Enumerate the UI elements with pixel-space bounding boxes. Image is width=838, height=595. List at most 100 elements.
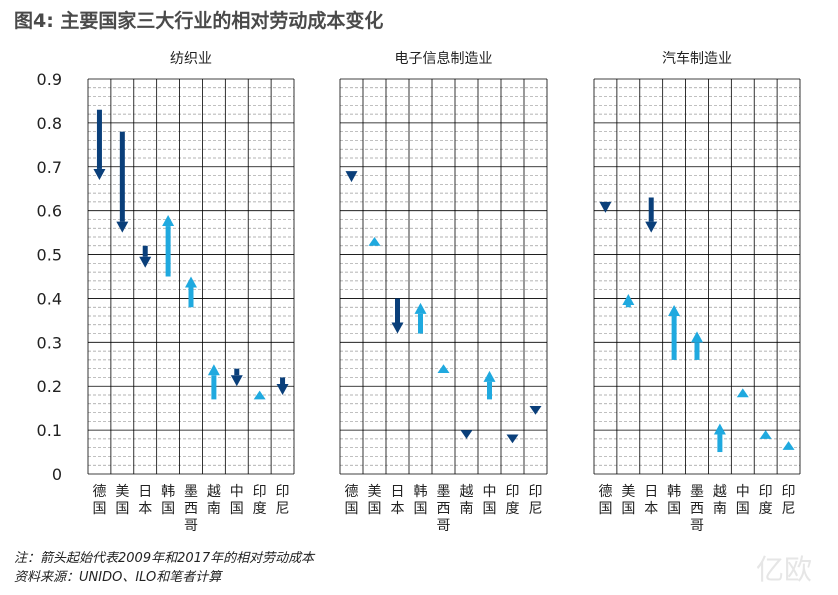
arrow-down-mark [391,322,404,334]
arrow-down-mark [230,375,243,387]
category-label: 印 [782,484,796,500]
category-label: 国 [667,501,681,517]
category-label: 国 [92,501,106,517]
category-label: 尼 [276,501,290,517]
arrow-shaft [142,245,148,257]
category-label: 国 [161,501,175,517]
category-label: 国 [230,501,244,517]
arrow-down-mark [599,201,612,213]
category-label: 印 [759,484,773,500]
category-label: 国 [368,501,382,517]
arrow-down-mark [139,256,152,268]
arrow-down-mark [460,430,473,439]
arrow-down-mark [529,405,542,415]
arrow-up-mark [622,294,635,306]
category-label: 国 [414,501,428,517]
arrow-down-mark [345,171,358,183]
arrow-shaft [487,381,492,400]
footnote: 注：箭头起始代表2009年和2017年的相对劳动成本 资料来源：UNIDO、IL… [14,549,314,587]
arrow-up-mark [759,430,772,439]
chart-title: 图4: 主要国家三大行业的相对劳动成本变化 [14,10,384,32]
category-label: 越 [460,484,474,500]
category-label: 美 [368,484,382,500]
category-label: 国 [736,501,750,517]
category-label: 日 [644,484,658,500]
arrow-shaft [717,434,723,453]
arrow-down-mark [506,434,519,444]
panel-title: 汽车制造业 [662,50,732,67]
category-label: 德 [345,484,359,500]
category-label: 本 [391,501,405,517]
panel-title: 电子信息制造业 [395,50,493,67]
y-tick-label: 0 [52,465,62,484]
y-tick-label: 0.5 [37,246,62,265]
category-label: 度 [506,501,520,517]
category-label: 印 [506,484,520,500]
arrow-up-mark [483,370,496,382]
category-label: 国 [483,501,497,517]
watermark: 亿欧 [756,553,813,586]
arrow-up-mark [253,390,266,400]
category-label: 尼 [782,501,796,517]
category-label: 墨 [690,484,704,500]
category-label: 本 [644,501,658,517]
category-label: 西 [690,501,704,517]
arrow-up-mark [736,388,749,398]
category-label: 韩 [667,484,681,500]
category-label: 度 [759,501,773,517]
arrow-shaft [694,342,700,360]
note-line-2: 资料来源：UNIDO、ILO和笔者计算 [14,570,222,585]
y-tick-label: 0.7 [37,158,62,177]
y-tick-label: 0.2 [37,377,62,396]
category-label: 印 [529,484,543,500]
arrow-up-mark [368,237,381,246]
arrow-shaft [648,197,654,222]
arrow-down-mark [276,384,289,395]
category-label: 南 [713,501,727,517]
category-label: 哥 [437,518,451,534]
category-label: 韩 [161,484,175,500]
y-tick-label: 0.3 [37,333,62,352]
arrow-up-mark [782,441,795,450]
arrow-shaft [671,316,677,360]
category-label: 国 [115,501,129,517]
category-label: 德 [92,484,106,500]
y-tick-label: 0.1 [37,421,62,440]
arrow-up-mark [162,215,175,227]
y-tick-label: 0.6 [37,202,62,221]
arrow-up-mark [691,331,703,343]
panel-title: 纺织业 [170,51,212,67]
arrow-shaft [188,287,194,308]
category-label: 国 [621,501,635,517]
category-label: 哥 [184,518,198,534]
category-label: 度 [253,501,267,517]
category-label: 德 [598,484,612,500]
arrow-chart: 00.10.20.30.40.50.60.70.80.9纺织业德国美国日本韩国墨… [37,50,801,534]
arrow-up-mark [414,302,427,314]
y-tick-label: 0.8 [37,114,62,133]
arrow-shaft [165,226,171,277]
arrow-shaft [625,305,631,308]
category-label: 中 [230,484,244,500]
category-label: 中 [736,484,750,500]
category-label: 墨 [184,484,198,500]
arrow-shaft [211,375,217,400]
arrow-down-mark [116,221,129,233]
category-label: 尼 [529,501,543,517]
arrow-shaft [96,109,102,169]
category-label: 日 [138,484,152,500]
arrow-shaft [234,368,240,376]
arrow-up-mark [668,305,681,317]
category-label: 哥 [690,518,704,534]
category-label: 本 [138,501,152,517]
arrow-down-mark [645,221,658,233]
category-label: 西 [184,501,198,517]
arrow-up-mark [207,364,220,376]
category-label: 南 [207,501,221,517]
category-label: 印 [253,484,267,500]
arrow-up-mark [437,364,450,374]
y-tick-label: 0.4 [37,289,62,308]
category-label: 日 [391,484,405,500]
category-label: 韩 [414,484,428,500]
category-label: 中 [483,484,497,500]
